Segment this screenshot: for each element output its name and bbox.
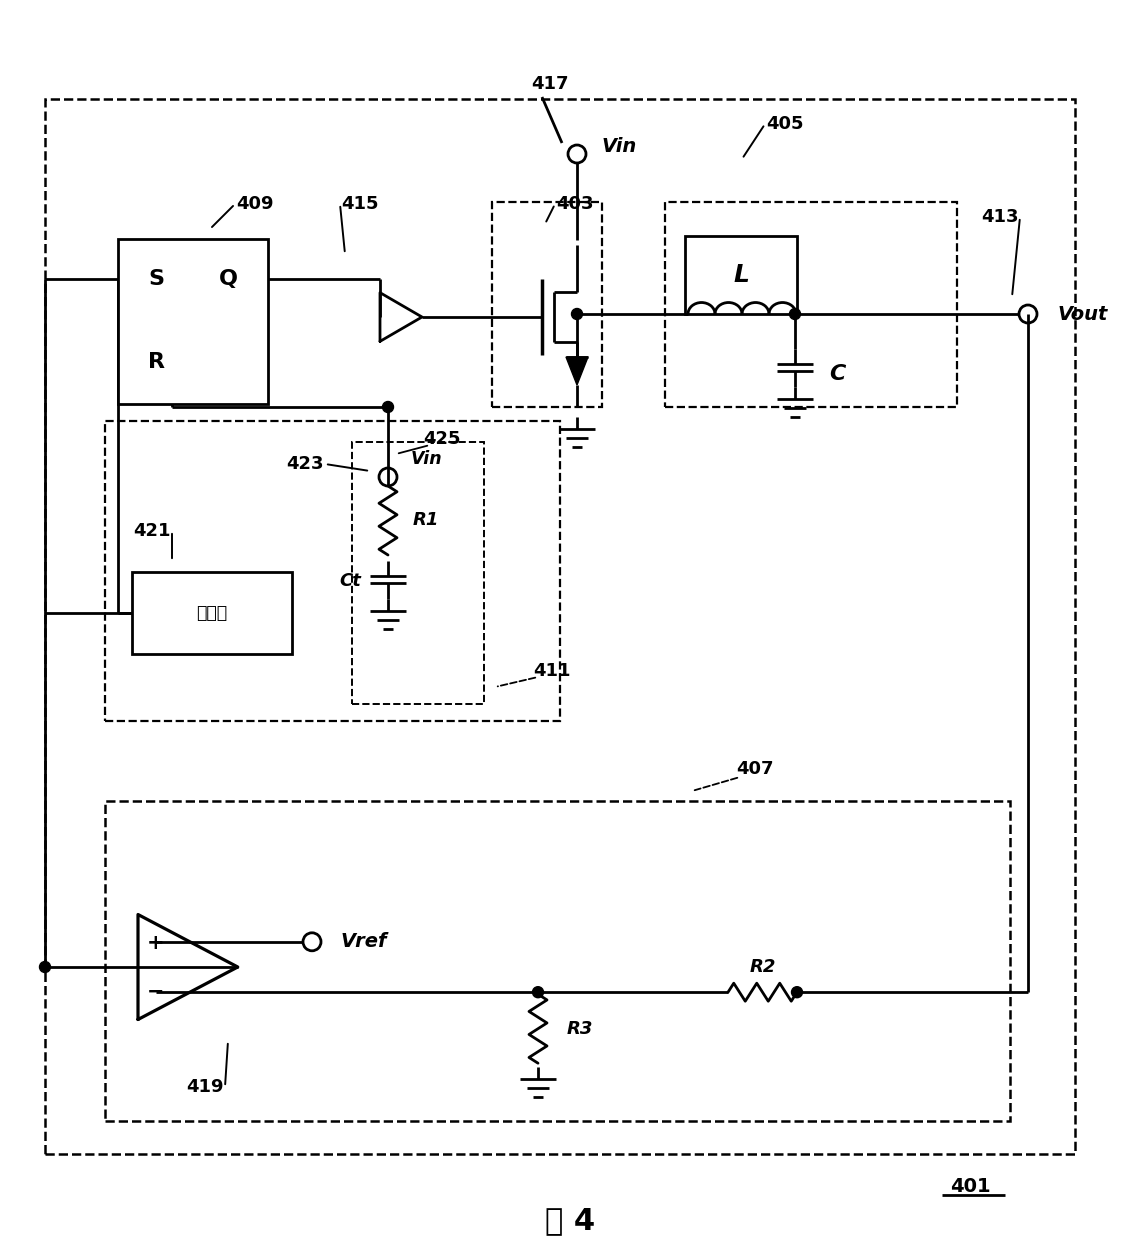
Text: +: +	[147, 933, 165, 953]
Text: R1: R1	[413, 511, 439, 530]
Text: 401: 401	[950, 1177, 991, 1196]
Bar	[105, 801, 1010, 1121]
Circle shape	[791, 987, 803, 997]
Text: 417: 417	[531, 76, 569, 93]
Text: 411: 411	[534, 662, 571, 680]
Text: 419: 419	[186, 1078, 223, 1097]
Text: S: S	[148, 269, 164, 290]
Polygon shape	[565, 358, 588, 385]
Text: Vout: Vout	[1058, 305, 1108, 324]
Text: 407: 407	[736, 760, 774, 778]
Text: 415: 415	[341, 195, 378, 213]
Text: 421: 421	[133, 522, 171, 540]
Circle shape	[571, 308, 583, 320]
Text: 图 4: 图 4	[545, 1206, 595, 1235]
Bar	[44, 99, 1075, 1155]
Circle shape	[532, 987, 544, 997]
Text: R: R	[147, 353, 164, 371]
Bar	[665, 201, 956, 407]
Text: Q: Q	[219, 269, 237, 290]
Text: Ct: Ct	[339, 572, 361, 590]
Text: R3: R3	[567, 1020, 593, 1037]
Text: −: −	[147, 981, 165, 1001]
Text: Vin: Vin	[602, 136, 636, 156]
Text: Vref: Vref	[341, 933, 388, 952]
Text: C: C	[829, 364, 845, 384]
Text: 423: 423	[286, 454, 324, 473]
Bar	[119, 239, 268, 404]
Bar	[132, 572, 292, 653]
Text: 405: 405	[766, 115, 804, 133]
Text: R2: R2	[749, 958, 775, 976]
Bar	[352, 442, 484, 704]
Circle shape	[383, 402, 393, 413]
Text: L: L	[733, 263, 749, 287]
Bar	[492, 201, 602, 407]
Text: Vin: Vin	[410, 449, 442, 468]
Bar	[105, 421, 560, 721]
Text: 413: 413	[982, 208, 1019, 227]
Circle shape	[790, 308, 800, 320]
Bar	[685, 235, 797, 313]
Text: 409: 409	[236, 195, 274, 213]
Circle shape	[40, 962, 50, 972]
Text: 403: 403	[556, 195, 594, 213]
Text: 425: 425	[423, 431, 461, 448]
Text: 振荡器: 振荡器	[196, 604, 228, 622]
